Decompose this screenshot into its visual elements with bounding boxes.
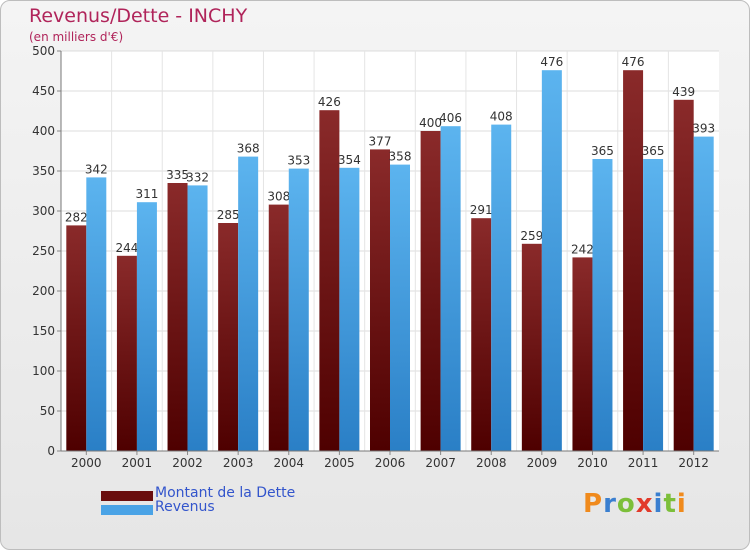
y-tick-label: 450 [32, 84, 55, 98]
logo-letter: o [616, 489, 636, 519]
logo-letter: x [635, 489, 654, 519]
logo-letter: r [603, 489, 617, 519]
proxiti-logo: Proxiti [583, 489, 687, 519]
logo-letter: i [653, 489, 664, 519]
x-tick-label: 2010 [577, 456, 608, 470]
bar-debt-2005 [319, 110, 340, 451]
logo-letter: i [676, 489, 687, 519]
y-tick-label: 200 [32, 284, 55, 298]
bar-revenue-2009 [541, 70, 562, 451]
data-label-debt-2007: 400 [419, 116, 442, 130]
data-label-revenue-2010: 365 [591, 144, 614, 158]
bar-revenue-2007 [440, 126, 461, 451]
logo-letter: P [583, 489, 604, 519]
bar-revenue-2005 [339, 167, 360, 452]
legend-swatch-debt [101, 491, 153, 501]
y-tick-label: 500 [32, 44, 55, 58]
data-label-debt-2010: 242 [571, 242, 594, 256]
bar-revenue-2010 [592, 159, 613, 451]
y-tick-label: 350 [32, 164, 55, 178]
chart-subtitle: (en milliers d'€) [29, 30, 124, 44]
bar-revenue-2006 [390, 164, 410, 451]
bar-revenue-2011 [643, 159, 664, 451]
data-label-debt-2011: 476 [622, 55, 645, 69]
y-tick-label: 400 [32, 124, 55, 138]
data-label-revenue-2008: 408 [490, 110, 513, 124]
bar-revenue-2002 [187, 185, 208, 451]
data-label-debt-2003: 285 [217, 208, 240, 222]
y-tick-label: 0 [47, 444, 55, 458]
data-label-revenue-2012: 393 [692, 122, 715, 136]
y-tick-label: 100 [32, 364, 55, 378]
x-tick-label: 2004 [273, 456, 304, 470]
bar-revenue-2004 [288, 168, 309, 451]
data-label-debt-2006: 377 [369, 134, 392, 148]
data-label-revenue-2006: 358 [389, 150, 412, 164]
data-label-debt-2012: 439 [672, 85, 695, 99]
y-tick-label: 300 [32, 204, 55, 218]
bar-revenue-2003 [238, 156, 259, 451]
x-tick-label: 2005 [324, 456, 355, 470]
y-tick-label: 250 [32, 244, 55, 258]
x-tick-label: 2000 [71, 456, 102, 470]
bar-debt-2006 [370, 149, 390, 451]
data-label-debt-2009: 259 [520, 229, 543, 243]
x-tick-label: 2002 [172, 456, 203, 470]
data-label-debt-2002: 335 [166, 168, 189, 182]
bar-debt-2012 [673, 99, 694, 452]
bar-revenue-2012 [693, 136, 714, 451]
bar-debt-2004 [268, 204, 289, 451]
data-label-revenue-2003: 368 [237, 142, 260, 156]
bar-debt-2010 [572, 257, 593, 451]
data-label-revenue-2002: 332 [186, 170, 209, 184]
bar-debt-2000 [66, 225, 87, 451]
x-tick-label: 2006 [375, 456, 406, 470]
bar-debt-2007 [420, 131, 441, 451]
legend-label-revenue: Revenus [155, 499, 215, 515]
x-tick-label: 2007 [425, 456, 456, 470]
x-tick-label: 2008 [476, 456, 507, 470]
bar-debt-2002 [167, 183, 188, 451]
bar-revenue-2000 [86, 177, 107, 451]
chart-title: Revenus/Dette - INCHY [29, 5, 248, 27]
y-tick-label: 150 [32, 324, 55, 338]
data-label-debt-2004: 308 [267, 190, 290, 204]
x-tick-label: 2003 [223, 456, 254, 470]
bar-debt-2003 [218, 223, 239, 451]
bar-revenue-2008 [491, 124, 512, 451]
bar-revenue-2001 [136, 202, 157, 451]
data-label-revenue-2000: 342 [85, 162, 108, 176]
x-tick-label: 2011 [628, 456, 659, 470]
logo-letter: t [663, 489, 677, 519]
bar-debt-2009 [521, 243, 542, 451]
x-tick-label: 2009 [527, 456, 558, 470]
y-tick-label: 50 [40, 404, 55, 418]
data-label-revenue-2007: 406 [439, 111, 462, 125]
data-label-debt-2005: 426 [318, 95, 341, 109]
x-tick-label: 2012 [678, 456, 709, 470]
data-label-debt-2008: 291 [470, 203, 493, 217]
data-label-revenue-2009: 476 [540, 55, 563, 69]
data-label-debt-2000: 282 [65, 210, 88, 224]
data-label-revenue-2001: 311 [135, 187, 158, 201]
legend-label-debt: Montant de la Dette [155, 485, 296, 501]
bar-debt-2001 [116, 255, 137, 451]
bar-debt-2008 [471, 218, 492, 451]
data-label-revenue-2004: 353 [287, 154, 310, 168]
legend-swatch-revenue [101, 505, 153, 515]
data-label-debt-2001: 244 [115, 241, 138, 255]
x-tick-label: 2001 [122, 456, 153, 470]
axes: 0 50 100 150 200 250 300 350 400 450 500 2000 2001 20… [32, 44, 719, 470]
data-label-revenue-2005: 354 [338, 153, 361, 167]
bar-debt-2011 [623, 70, 644, 451]
data-label-revenue-2011: 365 [642, 144, 665, 158]
